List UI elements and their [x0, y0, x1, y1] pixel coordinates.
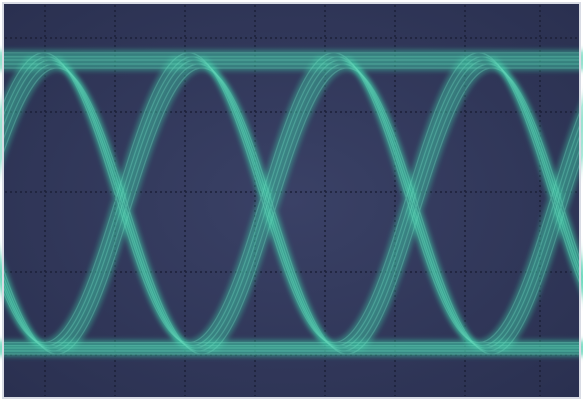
page: (() => { JSON.parse(document.getElementB…: [0, 0, 583, 401]
oscilloscope-screen: [0, 0, 583, 401]
